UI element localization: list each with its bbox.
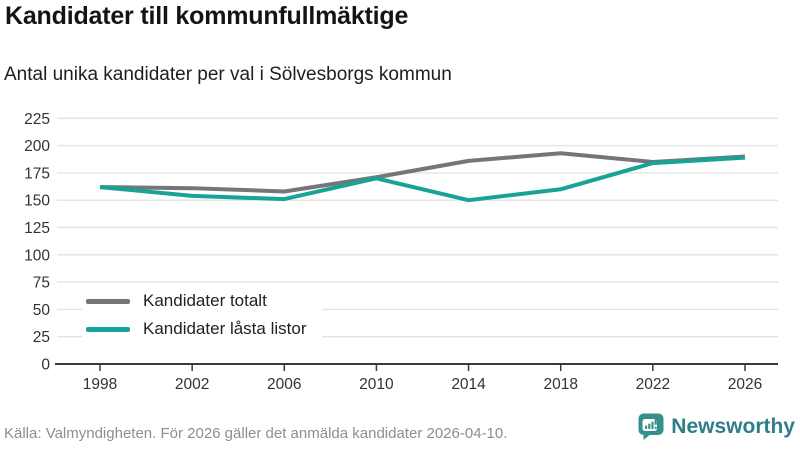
chart-legend: Kandidater totalt Kandidater låsta listo…: [82, 285, 323, 345]
chart-footer: Källa: Valmyndigheten. För 2026 gäller d…: [0, 408, 800, 450]
legend-label-lasta-listor: Kandidater låsta listor: [143, 319, 307, 338]
newsworthy-icon: [638, 413, 664, 440]
y-tick-label: 50: [33, 302, 51, 319]
y-tick-label: 125: [24, 220, 50, 237]
chart-subtitle: Antal unika kandidater per val i Sölvesb…: [4, 64, 452, 85]
x-tick-label: 2014: [451, 376, 486, 393]
legend-item-kandidater-lasta-listor: Kandidater låsta listor: [86, 315, 306, 343]
y-tick-label: 200: [24, 138, 50, 155]
y-tick-label: 25: [33, 329, 50, 346]
legend-item-kandidater-totalt: Kandidater totalt: [86, 287, 306, 315]
source-note: Källa: Valmyndigheten. För 2026 gäller d…: [4, 425, 508, 442]
x-tick-label: 2010: [359, 376, 394, 393]
x-tick-label: 2002: [175, 376, 209, 393]
y-tick-label: 0: [41, 357, 50, 374]
y-tick-label: 225: [24, 111, 50, 128]
x-tick-label: 2022: [636, 376, 670, 393]
y-tick-label: 150: [24, 193, 50, 210]
series-line-0: [99, 151, 746, 194]
newsworthy-logo: Newsworthy: [638, 413, 795, 440]
x-tick-label: 2006: [267, 376, 301, 393]
legend-label-totalt: Kandidater totalt: [143, 291, 267, 310]
y-tick-label: 75: [33, 275, 50, 292]
legend-swatch-totalt: [86, 298, 130, 304]
y-tick-label: 175: [24, 165, 50, 182]
y-tick-label: 100: [24, 247, 50, 264]
x-tick-label: 2018: [543, 376, 577, 393]
series-line-1: [99, 155, 746, 203]
x-tick-label: 2026: [728, 376, 762, 393]
chart-title: Kandidater till kommunfullmäktige: [5, 2, 409, 30]
legend-swatch-lasta-listor: [86, 326, 130, 332]
x-tick-label: 1998: [83, 376, 117, 393]
newsworthy-wordmark: Newsworthy: [671, 414, 795, 438]
